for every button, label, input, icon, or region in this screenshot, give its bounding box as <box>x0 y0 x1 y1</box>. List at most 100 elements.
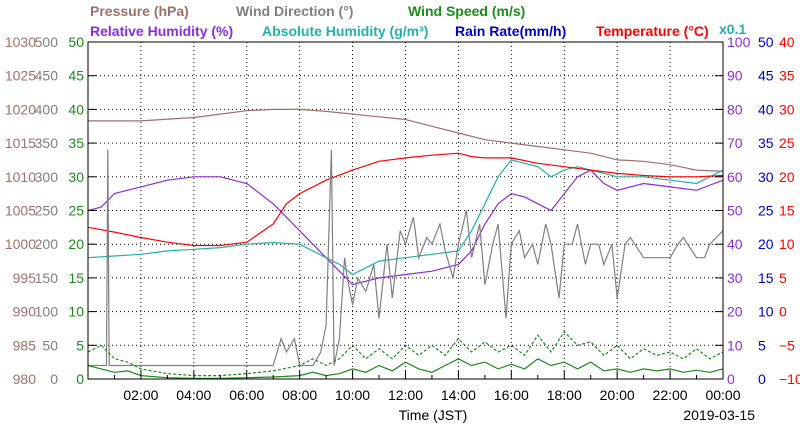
right-tick-label-temperature: 35 <box>779 68 795 84</box>
left-tick-label-wind-direction: 100 <box>35 304 59 320</box>
right-tick-label-rain-rate: 15 <box>758 270 774 286</box>
left-tick-label-pressure: 1015 <box>5 135 36 151</box>
x-tick-label: 00:00 <box>705 387 740 403</box>
x-tick-label: 12:00 <box>388 387 423 403</box>
right-tick-label-humidity: 0 <box>727 371 735 387</box>
right-tick-label-temperature: −10 <box>779 371 800 387</box>
legend-item: Rain Rate(mm/h) <box>455 23 566 39</box>
right-tick-label-rain-rate: 0 <box>758 371 766 387</box>
date-label: 2019-03-15 <box>683 407 755 423</box>
right-tick-label-humidity: 90 <box>727 68 743 84</box>
right-tick-label-humidity: 50 <box>727 203 743 219</box>
series-line-wind-direction <box>88 149 724 367</box>
series-line-pressure-hpa <box>88 108 724 172</box>
right-axes: 0102030405060708090100051015202530354045… <box>715 34 800 387</box>
right-tick-label-temperature: 10 <box>779 236 795 252</box>
x-tick-label: 20:00 <box>600 387 635 403</box>
right-tick-label-humidity: 40 <box>727 236 743 252</box>
right-tick-label-humidity: 10 <box>727 337 743 353</box>
legend-item: Pressure (hPa) <box>90 3 189 19</box>
left-tick-label-pressure: 1030 <box>5 34 36 50</box>
right-tick-label-humidity: 80 <box>727 101 743 117</box>
x-tick-label: 08:00 <box>282 387 317 403</box>
left-tick-label-wind-direction: 450 <box>35 68 59 84</box>
left-tick-label-wind-direction: 0 <box>50 371 58 387</box>
left-tick-label-pressure: 995 <box>13 270 37 286</box>
right-tick-label-temperature: −5 <box>779 337 795 353</box>
left-tick-label-pressure: 1005 <box>5 203 36 219</box>
left-tick-label-wind-direction: 300 <box>35 169 59 185</box>
left-tick-label-wind-speed: 5 <box>76 337 84 353</box>
legend-item: Relative Humidity (%) <box>90 23 233 39</box>
x-axis-label: Time (JST) <box>399 407 468 423</box>
x-tick-label: 16:00 <box>494 387 529 403</box>
right-tick-label-rain-rate: 35 <box>758 135 774 151</box>
right-tick-label-temperature: 40 <box>779 34 795 50</box>
right-tick-label-rain-rate: 45 <box>758 68 774 84</box>
x-tick-label: 10:00 <box>335 387 370 403</box>
x-tick-label: 04:00 <box>176 387 211 403</box>
right-tick-label-temperature: 15 <box>779 203 795 219</box>
right-tick-label-humidity: 20 <box>727 304 743 320</box>
right-tick-label-temperature: 5 <box>779 270 787 286</box>
series-line-temperature-c <box>87 152 724 247</box>
left-tick-label-wind-speed: 15 <box>68 270 84 286</box>
scale-note: x0.1 <box>719 21 746 37</box>
left-tick-label-wind-speed: 35 <box>68 135 84 151</box>
right-tick-label-temperature: 30 <box>779 101 795 117</box>
right-tick-label-temperature: 0 <box>779 304 787 320</box>
left-tick-label-wind-speed: 20 <box>68 236 84 252</box>
right-tick-label-humidity: 60 <box>727 169 743 185</box>
left-tick-label-wind-direction: 350 <box>35 135 59 151</box>
left-tick-label-wind-speed: 40 <box>68 101 84 117</box>
left-tick-label-pressure: 990 <box>13 304 37 320</box>
right-tick-label-humidity: 100 <box>727 34 751 50</box>
plot-grid <box>88 42 723 379</box>
right-tick-label-rain-rate: 20 <box>758 236 774 252</box>
legend-item: Wind Direction (°) <box>236 3 353 19</box>
left-tick-label-pressure: 1020 <box>5 101 36 117</box>
right-tick-label-rain-rate: 50 <box>758 34 774 50</box>
series-line-absolute-humidity-g-m <box>87 159 724 276</box>
left-tick-label-wind-speed: 50 <box>68 34 84 50</box>
left-tick-label-wind-direction: 500 <box>35 34 59 50</box>
left-tick-label-wind-direction: 200 <box>35 236 59 252</box>
x-tick-label: 22:00 <box>653 387 688 403</box>
left-tick-label-pressure: 980 <box>13 371 37 387</box>
left-tick-label-pressure: 1000 <box>5 236 36 252</box>
series-layer <box>87 108 724 379</box>
legend: Pressure (hPa) Wind Direction (°) Wind Spe… <box>90 3 746 39</box>
legend-item: Wind Speed (m/s) <box>408 3 525 19</box>
right-tick-label-rain-rate: 5 <box>758 337 766 353</box>
left-tick-label-wind-direction: 400 <box>35 101 59 117</box>
left-tick-label-pressure: 1010 <box>5 169 36 185</box>
right-tick-label-humidity: 30 <box>727 270 743 286</box>
left-tick-label-wind-direction: 250 <box>35 203 59 219</box>
left-tick-label-wind-speed: 25 <box>68 203 84 219</box>
left-tick-label-wind-speed: 10 <box>68 304 84 320</box>
right-tick-label-rain-rate: 30 <box>758 169 774 185</box>
series-line-relative-humidity <box>87 169 724 286</box>
legend-item: Absolute Humidity (g/m³) <box>262 23 428 39</box>
left-tick-label-wind-speed: 30 <box>68 169 84 185</box>
x-tick-label: 18:00 <box>547 387 582 403</box>
right-tick-label-temperature: 20 <box>779 169 795 185</box>
x-axis-ticks: 02:00 04:00 06:00 08:00 10:00 12:00 14:00 16:00… <box>113 371 741 403</box>
x-tick-label: 14:00 <box>441 387 476 403</box>
x-tick-label: 06:00 <box>229 387 264 403</box>
left-tick-label-wind-direction: 150 <box>35 270 59 286</box>
right-tick-label-rain-rate: 25 <box>758 203 774 219</box>
left-tick-label-wind-speed: 0 <box>76 371 84 387</box>
right-tick-label-rain-rate: 10 <box>758 304 774 320</box>
left-axes: 9809859909951000100510101015102010251030… <box>5 34 96 387</box>
left-tick-label-pressure: 985 <box>13 337 37 353</box>
right-tick-label-rain-rate: 40 <box>758 101 774 117</box>
right-tick-label-humidity: 70 <box>727 135 743 151</box>
right-tick-label-temperature: 25 <box>779 135 795 151</box>
x-tick-label: 02:00 <box>123 387 158 403</box>
left-tick-label-wind-speed: 45 <box>68 68 84 84</box>
legend-item: Temperature (°C) <box>596 23 709 39</box>
left-tick-label-pressure: 1025 <box>5 68 36 84</box>
left-tick-label-wind-direction: 50 <box>42 337 58 353</box>
